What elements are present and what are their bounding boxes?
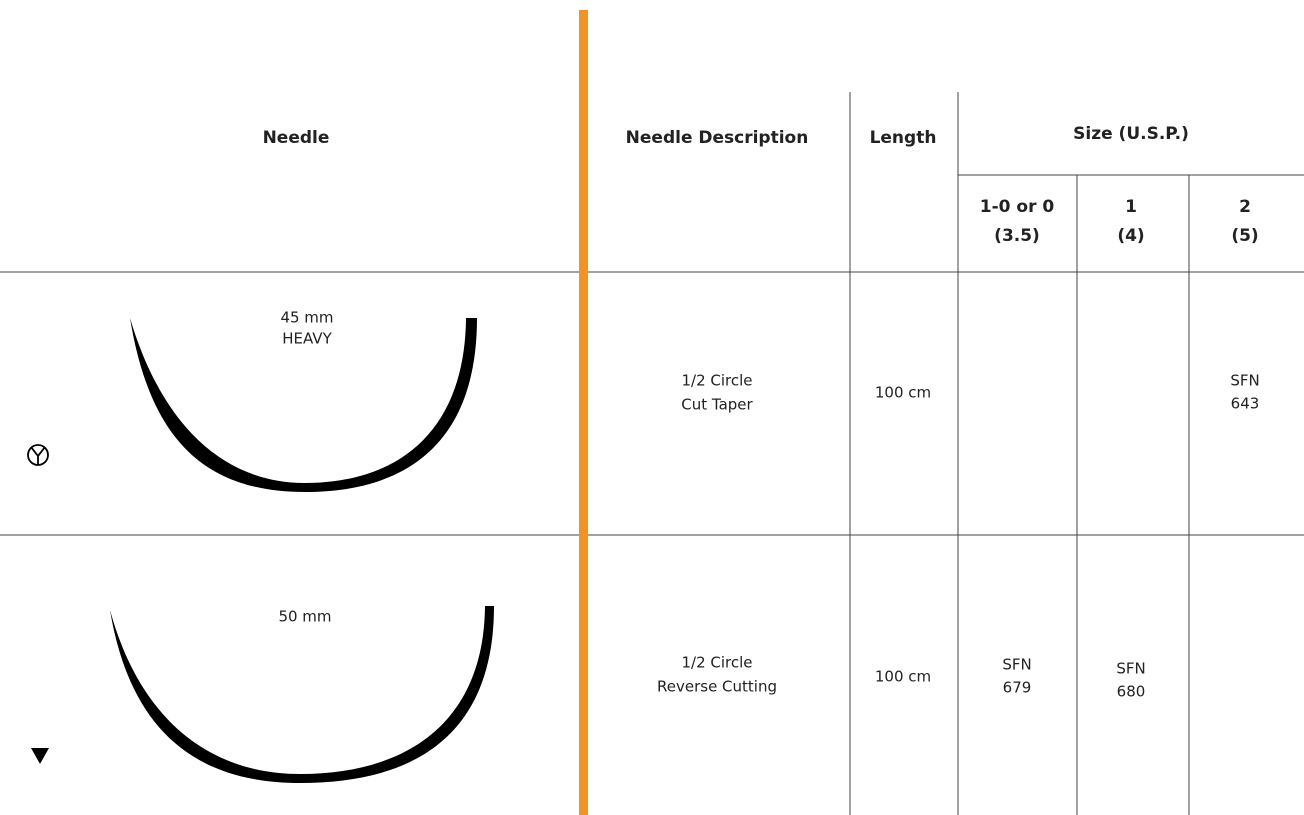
product-code: SFN (1230, 372, 1259, 390)
size-column: (5) (1231, 226, 1258, 246)
header-description: Needle Description (626, 128, 809, 148)
description: Reverse Cutting (657, 678, 777, 696)
length: 100 cm (875, 384, 931, 402)
product-code: 643 (1231, 395, 1260, 413)
background (0, 0, 1304, 815)
product-code: 679 (1003, 679, 1032, 697)
needle-label: 50 mm (278, 608, 331, 626)
size-column: 1 (1125, 197, 1137, 217)
orange-divider (579, 10, 588, 815)
description: 1/2 Circle (681, 654, 752, 672)
size-column: 2 (1239, 197, 1251, 217)
size-column: (3.5) (994, 226, 1040, 246)
product-code: SFN (1116, 660, 1145, 678)
header-size: Size (U.S.P.) (1073, 124, 1189, 144)
needle-label: HEAVY (282, 330, 332, 348)
description: 1/2 Circle (681, 372, 752, 390)
size-column: 1-0 or 0 (980, 197, 1055, 217)
product-code: SFN (1002, 656, 1031, 674)
header-length: Length (870, 128, 937, 148)
length: 100 cm (875, 668, 931, 686)
table-page: Needle Needle Description Length Size (U… (0, 0, 1304, 815)
needle-label: 45 mm (280, 309, 333, 327)
description: Cut Taper (681, 396, 753, 414)
header-needle: Needle (263, 128, 330, 148)
size-column: (4) (1117, 226, 1144, 246)
product-code: 680 (1117, 683, 1146, 701)
